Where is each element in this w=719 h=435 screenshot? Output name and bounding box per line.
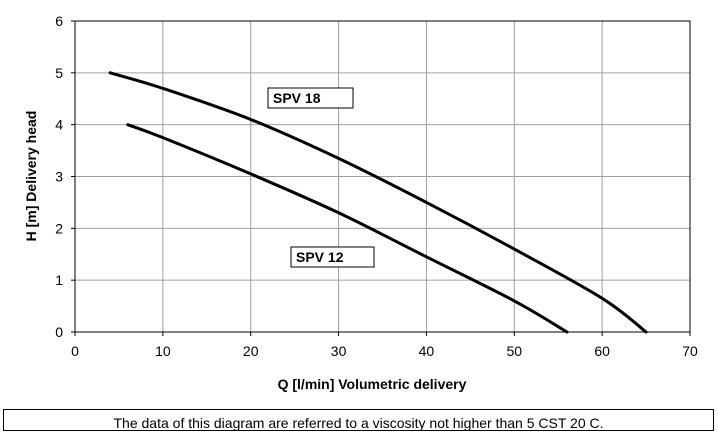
y-tick-label: 5 (55, 65, 63, 81)
x-tick-label: 70 (682, 343, 698, 359)
x-tick-label: 30 (331, 343, 347, 359)
x-tick-label: 0 (71, 343, 79, 359)
y-tick-label: 1 (55, 272, 63, 288)
y-tick-label: 6 (55, 13, 63, 29)
x-tick-label: 60 (594, 343, 610, 359)
y-axis-title: H [m] Delivery head (23, 111, 39, 242)
grid (74, 20, 691, 333)
series-label-box (267, 87, 354, 109)
y-axis-ticks: 0 1 2 3 4 5 6 (55, 13, 75, 340)
series-lines (108, 71, 648, 334)
x-axis-title: Q [l/min] Volumetric delivery (278, 376, 467, 392)
y-tick-label: 3 (55, 169, 63, 185)
viscosity-note: The data of this diagram are referred to… (3, 409, 714, 431)
performance-chart: 0 10 20 30 40 50 60 70 0 1 2 3 4 5 6 SPV 18 SPV 12 Q [… (23, 13, 698, 392)
series-label: SPV 18 (273, 90, 321, 106)
x-tick-label: 10 (155, 343, 171, 359)
series-label-box (290, 246, 375, 268)
series-label: SPV 12 (296, 249, 344, 265)
x-tick-label: 50 (506, 343, 522, 359)
y-tick-label: 0 (55, 324, 63, 340)
x-tick-label: 20 (243, 343, 259, 359)
series-line-0 (108, 71, 648, 334)
y-tick-label: 2 (55, 220, 63, 236)
series-labels: SPV 18 SPV 12 (267, 87, 375, 268)
y-tick-label: 4 (55, 117, 63, 133)
series-line-1 (126, 123, 569, 334)
x-axis-ticks: 0 10 20 30 40 50 60 70 (71, 332, 698, 359)
x-tick-label: 40 (419, 343, 435, 359)
